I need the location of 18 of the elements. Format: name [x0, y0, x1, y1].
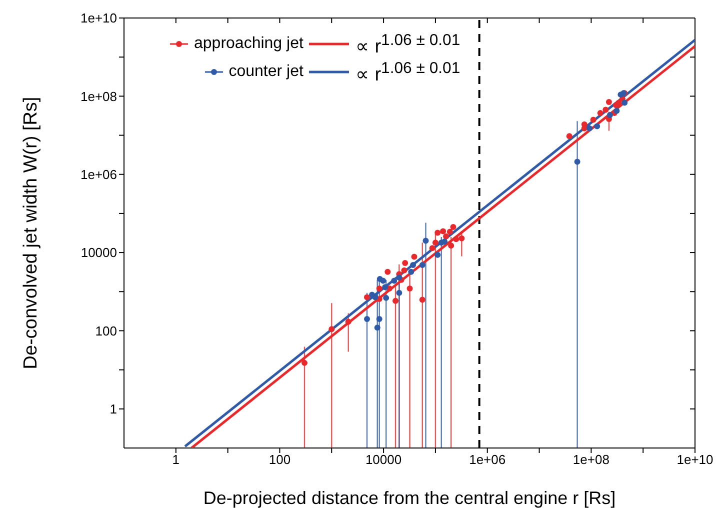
x-tick-label: 1e+10	[676, 452, 714, 468]
x-axis-title: De-projected distance from the central engine r [Rs]	[203, 488, 616, 508]
legend-label: ∝ r$^{1.06 ± 0.01}$	[355, 31, 460, 58]
y-tick-label: 1	[110, 402, 117, 417]
legend-label: counter jet	[228, 62, 304, 82]
y-axis-title: De-convolved jet width W(r) [Rs]	[20, 96, 42, 370]
x-tick-label: 1	[172, 452, 180, 468]
y-tick-label: 1e+06	[80, 166, 117, 182]
legend-label: ∝ r$^{1.06 ± 0.01}$	[355, 59, 460, 87]
x-tick-label: 1e+06	[469, 452, 506, 468]
y-tick-label: 100	[95, 323, 117, 338]
y-tick-label: 1e+10	[80, 10, 117, 26]
x-tick-label: 100	[268, 452, 291, 468]
x-tick-label: 1e+08	[572, 452, 610, 468]
y-tick-label: 1e+08	[80, 88, 117, 104]
legend-label: approaching jet	[194, 34, 304, 54]
x-tick-label: 10000	[365, 452, 402, 468]
y-tick-label: 10000	[80, 245, 117, 260]
